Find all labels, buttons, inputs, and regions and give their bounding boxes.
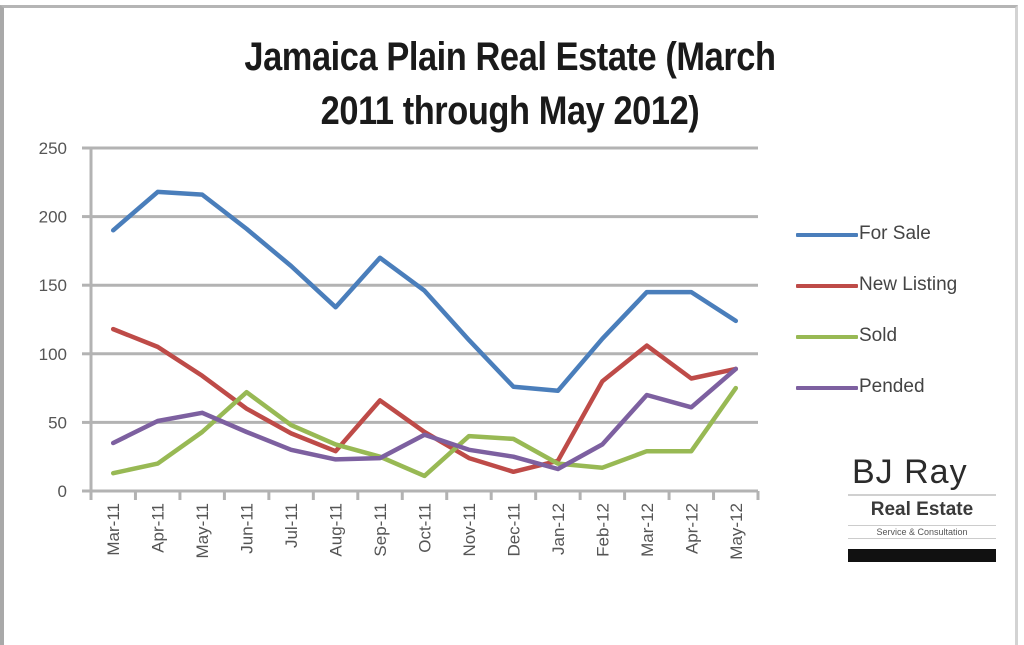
legend-label: For Sale [859, 223, 931, 244]
legend-label: New Listing [859, 274, 958, 295]
x-tick-label: Nov-11 [460, 503, 479, 557]
logo-subtitle: Real Estate [870, 499, 974, 520]
x-tick-label: Dec-11 [504, 503, 523, 557]
legend-swatch [796, 386, 858, 390]
x-tick-label: Mar-11 [104, 503, 123, 556]
legend-item-sold: Sold [796, 324, 1016, 375]
series-line-pended [110, 366, 739, 472]
x-tick-label: Jul-11 [282, 503, 301, 548]
y-tick-label: 200 [39, 208, 67, 227]
chart-legend: For Sale New Listing Sold Pended [796, 222, 1016, 426]
x-tick-label: Aug-11 [327, 503, 346, 557]
y-tick-label: 150 [39, 276, 67, 295]
logo-tagline: Service & Consultation [848, 525, 996, 539]
x-tick-label: Sep-11 [371, 503, 390, 557]
y-tick-label: 50 [48, 413, 67, 432]
legend-label: Pended [859, 376, 925, 397]
logo-contact-bar [848, 549, 996, 562]
chart-frame [0, 5, 1018, 645]
legend-item-for-sale: For Sale [796, 222, 1016, 273]
x-tick-label: Jun-11 [238, 503, 257, 554]
company-logo: BJ Ray Real Estate Service & Consultatio… [848, 452, 996, 562]
x-tick-label: Oct-11 [416, 503, 435, 553]
y-axis: 0 50 100 150 200 250 [39, 139, 93, 501]
legend-item-pended: Pended [796, 375, 1016, 426]
x-tick-label: Feb-12 [593, 503, 612, 557]
series-line-new-listing [110, 326, 739, 475]
logo-name: BJ Ray [852, 453, 968, 491]
line-chart: 0 50 100 150 200 250 Mar-11 Apr-11 May-11 Jun-11… [39, 139, 760, 560]
y-tick-label: 100 [39, 345, 67, 364]
logo-divider [848, 494, 996, 496]
legend-label: Sold [859, 325, 898, 346]
x-axis: Mar-11 Apr-11 May-11 Jun-11 Jul-11 Aug-11 Sep-… [89, 489, 760, 560]
x-tick-label: Mar-12 [638, 503, 657, 557]
legend-swatch [796, 335, 858, 339]
x-tick-label: May-12 [727, 503, 746, 560]
chart-title-line-2: 2011 through May 2012) [320, 89, 700, 133]
x-tick-label: May-11 [193, 503, 212, 558]
legend-swatch [796, 233, 858, 237]
x-tick-label: Jan-12 [549, 503, 568, 555]
x-tick-label: Apr-12 [682, 503, 701, 554]
y-tick-label: 0 [58, 482, 67, 501]
x-tick-label: Apr-11 [149, 503, 168, 553]
legend-swatch [796, 284, 858, 288]
chart-title-line-1: Jamaica Plain Real Estate (March [244, 35, 776, 79]
series-line-for-sale [110, 189, 739, 394]
legend-item-new-listing: New Listing [796, 273, 1016, 324]
gridlines [91, 146, 758, 424]
data-series [110, 189, 739, 479]
chart-title: Jamaica Plain Real Estate (March 2011 th… [149, 30, 871, 138]
logo-fine-print [848, 539, 996, 547]
y-tick-label: 250 [39, 139, 67, 158]
